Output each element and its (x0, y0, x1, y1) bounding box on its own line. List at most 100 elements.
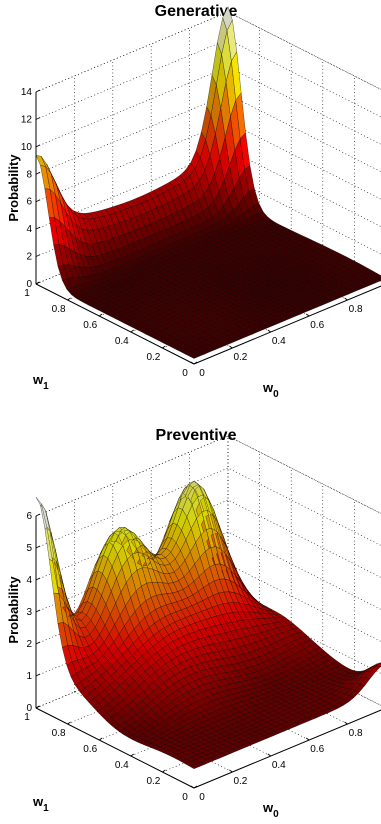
generative-surface-plot: Generative 0246810121400.20.40.60.8100.2… (6, 3, 381, 400)
w1-tick (67, 721, 71, 725)
w1-tick (98, 737, 103, 741)
z-tick (35, 577, 41, 581)
w1-tick-label: 0.8 (52, 728, 66, 739)
w1-tick (130, 329, 135, 333)
w0-tick-label: 0.8 (349, 304, 363, 315)
z-grid-line (35, 563, 381, 645)
z-axis-label: Probability (6, 154, 21, 222)
z-grid-line (35, 39, 381, 120)
surface-facet (375, 276, 381, 281)
z-grid-line (35, 499, 381, 581)
w0-tick (267, 753, 272, 757)
w0-tick-label: 0.2 (233, 776, 247, 787)
z-axis-label: Probability (6, 576, 21, 644)
w1-axis-line (35, 707, 195, 789)
w0-tick (267, 329, 272, 333)
z-grid-line (35, 176, 381, 257)
z-tick (35, 673, 41, 677)
preventive-surface-plot: Preventive 012345600.20.40.60.8100.20.40… (6, 427, 381, 820)
w1-tick (98, 313, 103, 317)
z-grid-line (35, 11, 381, 93)
w0-axis-line (193, 709, 381, 789)
w1-tick-label: 0.4 (115, 760, 129, 771)
w1-tick-label: 1 (24, 712, 30, 723)
w0-axis-label: w0 (262, 380, 279, 400)
w1-tick-label: 0.8 (52, 304, 66, 315)
wall-frame-line (227, 435, 381, 514)
z-tick (35, 226, 41, 230)
w1-tick-label: 0.2 (146, 776, 160, 787)
w0-tick-label: 0.8 (349, 728, 363, 739)
w0-floor-grid-line (227, 627, 381, 706)
z-grid-line (35, 531, 381, 613)
z-tick-label: 3 (26, 607, 32, 618)
w1-tick-label: 0.6 (83, 320, 97, 331)
z-tick (35, 254, 41, 257)
w0-tick (305, 737, 310, 741)
z-tick-label: 8 (26, 169, 32, 180)
w0-tick-label: 0.2 (233, 352, 247, 363)
w0-tick-label: 0.4 (272, 336, 286, 347)
w0-tick (344, 297, 348, 301)
w1-tick (162, 345, 166, 349)
z-tick (35, 144, 41, 148)
z-tick-label: 2 (26, 639, 32, 650)
w1-tick (35, 281, 40, 285)
w1-tick-label: 0.6 (83, 744, 97, 755)
z-tick (35, 641, 41, 645)
z-tick (35, 171, 41, 175)
z-grid-line (35, 435, 381, 517)
w1-tick (162, 769, 166, 773)
z-tick (35, 199, 41, 203)
z-tick-label: 12 (21, 114, 33, 125)
w0-axis-line (193, 285, 381, 365)
z-tick-label: 2 (26, 252, 32, 263)
z-tick-label: 0 (26, 703, 32, 714)
w1-tick-label: 0.4 (115, 336, 129, 347)
z-tick-label: 0 (26, 279, 32, 290)
z-tick (35, 89, 41, 93)
wall-frame-line (227, 11, 381, 90)
z-tick (35, 545, 41, 549)
w1-tick (35, 705, 40, 709)
z-grid-line (35, 93, 381, 175)
z-tick-label: 5 (26, 543, 32, 554)
w0-tick (305, 313, 310, 317)
z-grid-line (35, 467, 381, 549)
w0-tick (190, 361, 195, 365)
w0-tick-label: 0 (199, 792, 205, 803)
z-grid-line (35, 595, 381, 677)
z-grid-line (35, 121, 381, 202)
z-tick-label: 10 (21, 142, 33, 153)
surface-facet (375, 662, 381, 667)
w0-tick (229, 345, 233, 349)
w0-tick (344, 721, 348, 725)
z-tick-label: 4 (26, 575, 32, 586)
surface-layer (35, 6, 381, 359)
w0-tick (229, 769, 233, 773)
w0-tick (190, 785, 195, 789)
w0-axis-label: w0 (262, 800, 279, 820)
z-tick-label: 4 (26, 224, 32, 235)
w0-tick-label: 0.6 (310, 320, 324, 331)
z-grid-line (35, 148, 381, 230)
w1-tick-label: 0 (182, 792, 188, 803)
z-tick (35, 117, 41, 120)
z-tick-label: 6 (26, 197, 32, 208)
z-tick-label: 14 (21, 87, 33, 98)
chart-title: Preventive (156, 427, 237, 444)
z-tick-label: 1 (26, 671, 32, 682)
w1-tick (130, 753, 135, 757)
w1-tick-label: 1 (24, 288, 30, 299)
chart-title: Generative (155, 3, 238, 20)
w0-tick-label: 0.4 (272, 760, 286, 771)
w1-tick-label: 0.2 (146, 352, 160, 363)
z-tick (35, 609, 41, 613)
z-grid-line (35, 66, 381, 148)
w0-tick-label: 0 (199, 368, 205, 379)
w1-axis-label: w1 (32, 794, 49, 814)
z-tick-label: 6 (26, 511, 32, 522)
surface-layer (35, 480, 381, 769)
